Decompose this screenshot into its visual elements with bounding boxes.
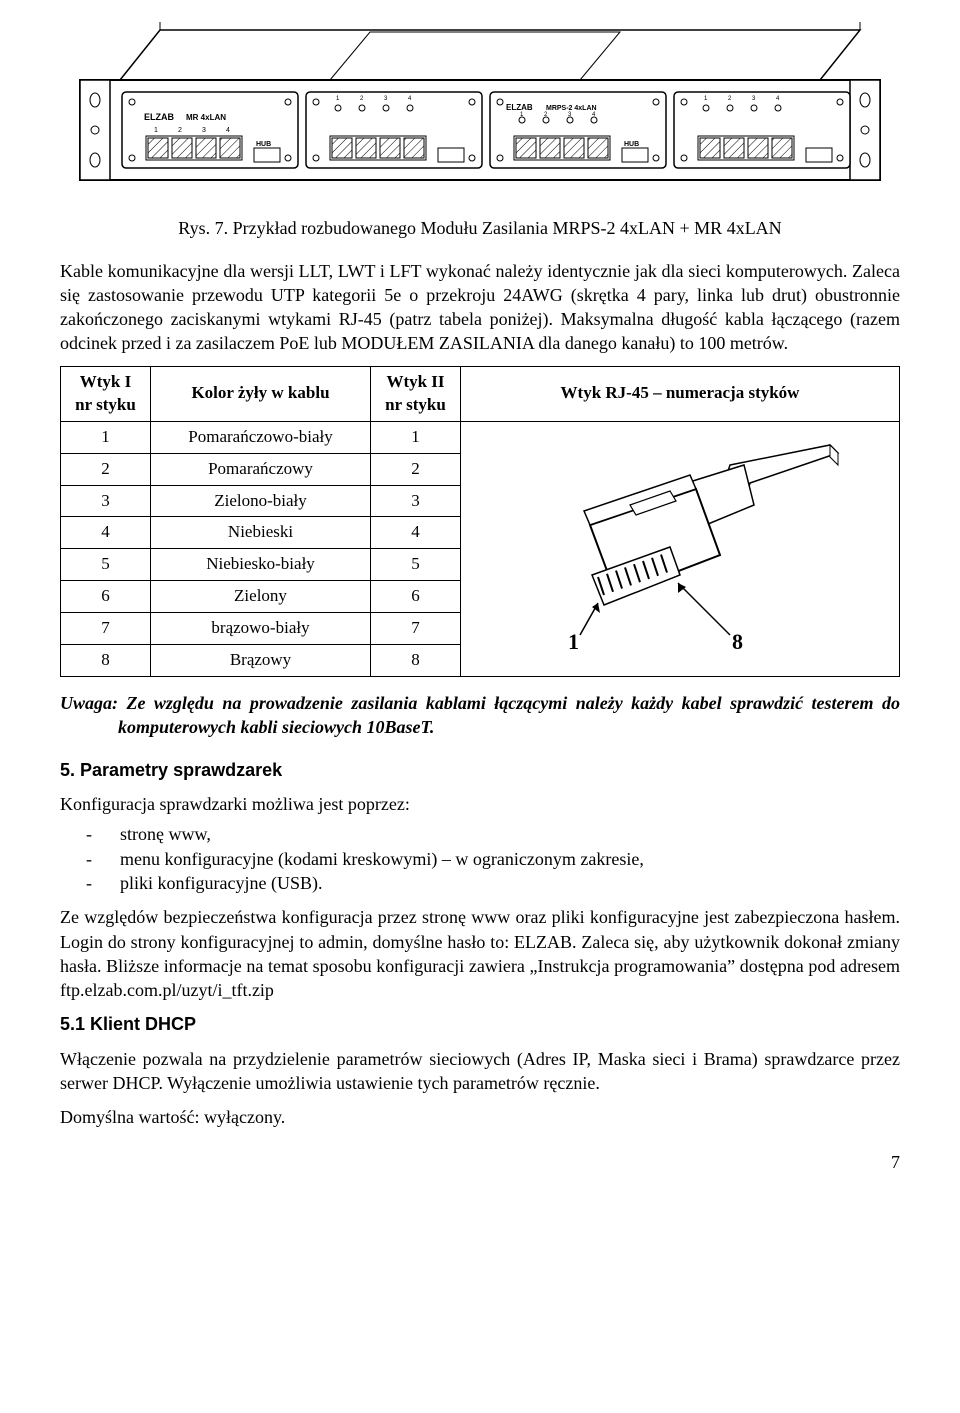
section-5-intro: Konfiguracja sprawdzarki możliwa jest po… [60,792,900,816]
list-item: stronę www, [120,822,900,846]
cell-wtyk1: 3 [61,485,151,517]
cell-wtyk2: 4 [371,517,461,549]
th-kolor: Kolor żyły w kablu [151,366,371,421]
cell-wtyk1: 8 [61,645,151,677]
page-number: 7 [60,1150,900,1174]
cell-wtyk2: 8 [371,645,461,677]
cell-wtyk1: 4 [61,517,151,549]
section-5-para: Ze względów bezpieczeństwa konfiguracja … [60,905,900,1002]
list-item: pliki konfiguracyjne (USB). [120,871,900,895]
rack-figure: ELZAB MR 4xLAN 1 2 3 4 HUB [60,20,900,206]
th-wtyk2: Wtyk IInr styku [371,366,461,421]
svg-text:ELZAB: ELZAB [506,103,533,112]
svg-text:4: 4 [226,127,230,134]
section-5-heading: 5. Parametry sprawdzarek [60,758,900,782]
para-cables: Kable komunikacyjne dla wersji LLT, LWT … [60,259,900,356]
cell-color: Brązowy [151,645,371,677]
cell-wtyk1: 7 [61,613,151,645]
uwaga-text: Ze względu na prowadzenie zasilania kabl… [118,693,900,737]
cell-color: Niebieski [151,517,371,549]
rj45-plug-svg: 1 8 [520,435,840,655]
table-row: 1Pomarańczowo-biały1 1 8 [61,421,900,453]
section-51-default: Domyślna wartość: wyłączony. [60,1105,900,1129]
pinout-table: Wtyk Inr styku Kolor żyły w kablu Wtyk I… [60,366,900,677]
cell-color: Zielony [151,581,371,613]
cell-wtyk1: 1 [61,421,151,453]
svg-text:1: 1 [154,127,158,134]
svg-text:1: 1 [568,629,579,654]
cell-color: Pomarańczowo-biały [151,421,371,453]
table-header-row: Wtyk Inr styku Kolor żyły w kablu Wtyk I… [61,366,900,421]
svg-text:HUB: HUB [624,141,639,148]
svg-text:2: 2 [178,127,182,134]
section-51-para: Włączenie pozwala na przydzielenie param… [60,1047,900,1096]
cell-wtyk1: 2 [61,453,151,485]
cell-wtyk1: 6 [61,581,151,613]
cell-wtyk2: 7 [371,613,461,645]
th-rj45: Wtyk RJ-45 – numeracja styków [461,366,900,421]
th-wtyk1: Wtyk Inr styku [61,366,151,421]
section-51-heading: 5.1 Klient DHCP [60,1012,900,1036]
brand-label: ELZAB [144,112,174,122]
rack-svg: ELZAB MR 4xLAN 1 2 3 4 HUB [60,20,900,200]
cell-color: Zielono-biały [151,485,371,517]
uwaga-note: Uwaga: Ze względu na prowadzenie zasilan… [60,691,900,740]
svg-text:HUB: HUB [256,141,271,148]
uwaga-label: Uwaga: [60,693,118,713]
cell-wtyk2: 2 [371,453,461,485]
cell-color: Niebiesko-biały [151,549,371,581]
rj45-illustration-cell: 1 8 [461,421,900,677]
cell-wtyk1: 5 [61,549,151,581]
model-label: MR 4xLAN [186,113,226,122]
cell-color: brązowo-biały [151,613,371,645]
cell-wtyk2: 1 [371,421,461,453]
cell-wtyk2: 3 [371,485,461,517]
cell-wtyk2: 5 [371,549,461,581]
svg-text:3: 3 [202,127,206,134]
svg-text:8: 8 [732,629,743,654]
config-list: stronę www,menu konfiguracyjne (kodami k… [60,822,900,895]
figure-caption: Rys. 7. Przykład rozbudowanego Modułu Za… [60,216,900,240]
svg-text:MRPS-2 4xLAN: MRPS-2 4xLAN [546,105,597,112]
list-item: menu konfiguracyjne (kodami kreskowymi) … [120,847,900,871]
cell-wtyk2: 6 [371,581,461,613]
cell-color: Pomarańczowy [151,453,371,485]
